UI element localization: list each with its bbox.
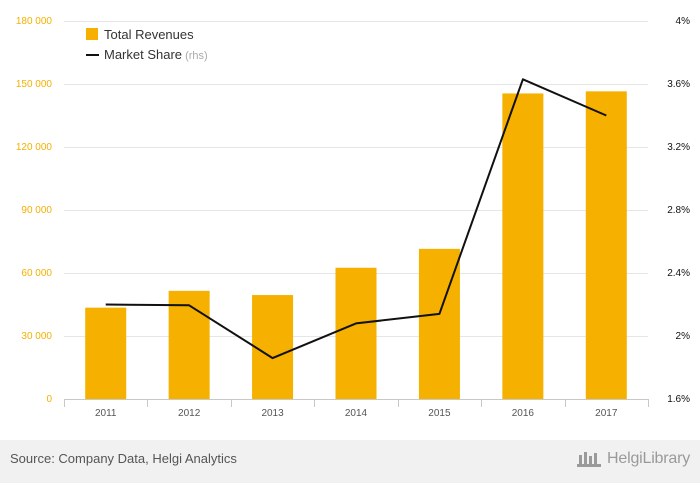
legend-label-total-revenues: Total Revenues	[104, 27, 194, 42]
y-left-tick-label: 150 000	[16, 79, 53, 90]
y-right-tick-label: 3.6%	[667, 79, 690, 90]
bar-2014	[335, 267, 377, 399]
source-note: Source: Company Data, Helgi Analytics	[10, 451, 237, 466]
y-left-tick-label: 60 000	[21, 268, 52, 279]
bar-2013	[252, 295, 294, 399]
bar-2016	[502, 93, 544, 399]
bar-2017	[585, 91, 627, 399]
legend-label-market-share: Market Share (rhs)	[104, 47, 208, 62]
y-right-tick-label: 2.8%	[667, 205, 690, 216]
legend-label-rhs-suffix: (rhs)	[182, 50, 208, 62]
footer: Source: Company Data, Helgi Analytics He…	[0, 440, 700, 483]
y-right-tick-label: 4%	[676, 16, 691, 27]
legend-swatch-total-revenues	[86, 28, 98, 40]
y-right-tick-label: 3.2%	[667, 142, 690, 153]
x-tick-label-2017: 2017	[595, 408, 618, 419]
y-left-tick-label: 180 000	[16, 16, 53, 27]
brand-logo[interactable]: HelgiLibrary	[576, 449, 690, 469]
library-icon	[577, 452, 602, 467]
y-left-tick-label: 0	[46, 394, 52, 405]
gridlines	[64, 21, 648, 337]
legend: Total Revenues Market Share (rhs)	[86, 27, 208, 62]
chart: 2011 2012 2013 2014 2015 2016 2017 0 30 000 60 00…	[16, 16, 690, 419]
x-tick-label-2013: 2013	[261, 408, 284, 419]
x-tick-label-2016: 2016	[512, 408, 535, 419]
bar-2012	[168, 290, 210, 399]
line-series-market-share	[105, 78, 607, 360]
bar-series-total-revenues	[85, 91, 627, 399]
y-left-tick-label: 90 000	[21, 205, 52, 216]
y-right-tick-label: 1.6%	[667, 394, 690, 405]
y-left-tick-label: 120 000	[16, 142, 53, 153]
y-right-tick-label: 2.4%	[667, 268, 690, 279]
y-right-tick-label: 2%	[676, 331, 691, 342]
x-tick-label-2012: 2012	[178, 408, 201, 419]
axes: 2011 2012 2013 2014 2015 2016 2017 0 30 000 60 00…	[16, 16, 690, 419]
x-tick-label-2014: 2014	[345, 408, 368, 419]
x-tick-label-2011: 2011	[95, 408, 117, 419]
bar-2011	[85, 307, 127, 399]
x-tick-label-2015: 2015	[428, 408, 451, 419]
brand-name: HelgiLibrary	[607, 450, 690, 467]
y-left-tick-label: 30 000	[21, 331, 52, 342]
